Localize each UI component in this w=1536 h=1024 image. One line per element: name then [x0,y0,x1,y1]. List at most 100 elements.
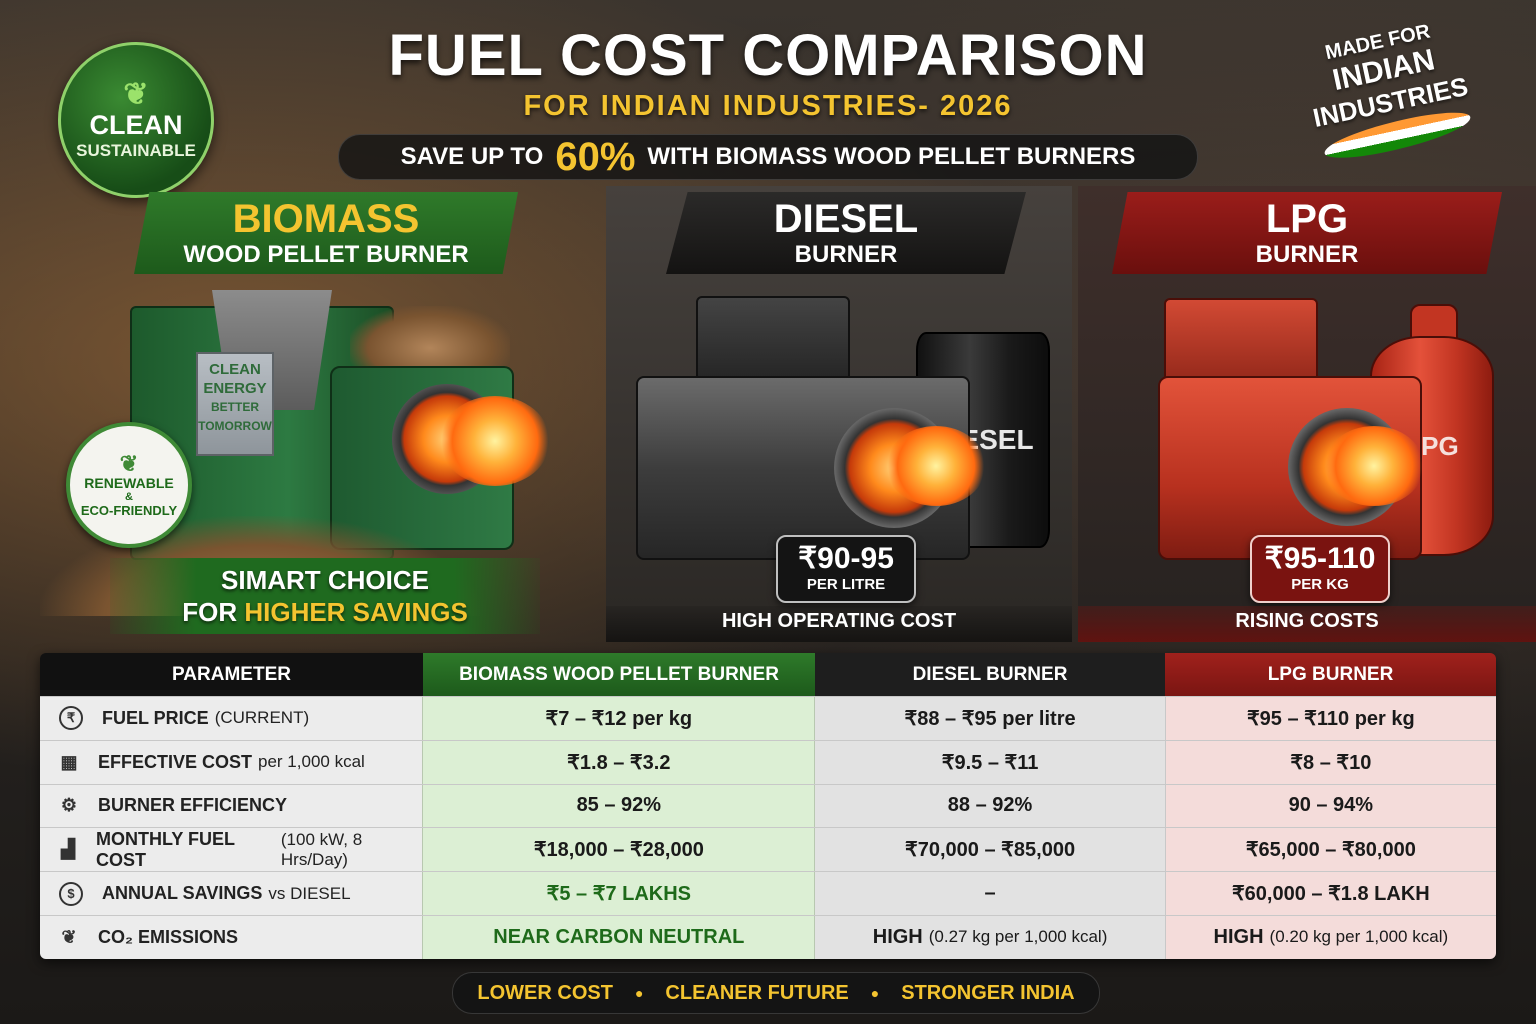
savings-prefix: SAVE UP TO [400,143,544,170]
lpg-footer: RISING COSTS [1078,606,1536,642]
money-bag-icon: $ [59,881,83,906]
param-label: FUEL PRICE [102,707,209,728]
biomass-cell: NEAR CARBON NEUTRAL [422,915,816,959]
page-subtitle: FOR INDIAN INDUSTRIES- 2026 [523,90,1013,122]
param-cell: ₹ FUEL PRICE (CURRENT) [40,697,423,740]
biomass-panel: BIOMASS WOOD PELLET BURNER CLEAN ENERGY … [0,186,600,642]
diesel-co2-note: (0.27 kg per 1,000 kcal) [928,927,1108,947]
bullet-icon: ● [870,985,880,1001]
diesel-ribbon: DIESEL BURNER [666,192,1026,274]
leaf-icon: ❦ [123,77,149,111]
biomass-cell: ₹1.8 – ₹3.2 [422,740,816,784]
page-title: FUEL COST COMPARISON [388,23,1148,88]
lpg-title: LPG [1265,197,1349,241]
diesel-cell: ₹88 – ₹95 per litre [815,697,1166,740]
param-note: (100 kW, 8 Hrs/Day) [280,829,363,869]
plate-line: BETTER [211,400,259,414]
plate-line: CLEAN [209,361,261,378]
param-note: per 1,000 kcal [258,752,365,772]
clean-sustainable-badge: ❦ CLEAN SUSTAINABLE [58,42,214,198]
param-label: BURNER EFFICIENCY [98,795,288,816]
diesel-price-tag: ₹90-95 PER LITRE [776,535,916,603]
header-parameter: PARAMETER [40,653,423,696]
diesel-cell: ₹9.5 – ₹11 [815,740,1166,784]
renew-line3: ECO-FRIENDLY [80,502,178,518]
badge-clean-line2: SUSTAINABLE [76,140,196,160]
lpg-co2-note: (0.20 kg per 1,000 kcal) [1269,927,1449,947]
param-note: vs DIESEL [268,883,351,903]
diesel-cell: – [815,872,1166,915]
lpg-price-tag: ₹95-110 PER KG [1250,535,1390,603]
plate-line: ENERGY [203,380,267,397]
diesel-price-unit: PER LITRE [806,576,886,593]
bullet-icon: ● [634,985,644,1001]
lpg-cell: ₹60,000 – ₹1.8 LAKH [1165,872,1496,915]
diesel-subtitle: BURNER [794,241,898,268]
gear-icon: ⚙ [60,795,78,816]
plate-line: TOMORROW [198,419,272,433]
table-row: ▦ EFFECTIVE COST per 1,000 kcal ₹1.8 – ₹… [40,739,1496,784]
param-label: MONTHLY FUEL COST [96,828,235,870]
biomass-ribbon: BIOMASS WOOD PELLET BURNER [134,192,518,274]
renew-line1: RENEWABLE [84,474,174,491]
biomass-cell: ₹5 – ₹7 LAKHS [422,872,816,915]
lpg-panel: LPG BURNER LPG ₹95-110 PER KG RISING COS… [1078,186,1536,642]
flame-icon [440,396,550,486]
param-label: ANNUAL SAVINGS [102,883,263,904]
param-cell: ⚙ BURNER EFFICIENCY [40,784,423,828]
param-cell: ❦ CO₂ EMISSIONS [40,915,423,959]
table-row: ❦ CO₂ EMISSIONS NEAR CARBON NEUTRAL HIGH… [40,914,1496,959]
savings-suffix: WITH BIOMASS WOOD PELLET BURNERS [647,143,1136,170]
lpg-co2-level: HIGH [1213,925,1264,948]
smart-choice-banner: SIMART CHOICE FOR HIGHER SAVINGS [110,558,540,634]
savings-banner: SAVE UP TO 60% WITH BIOMASS WOOD PELLET … [338,134,1198,180]
param-cell: $ ANNUAL SAVINGS vs DIESEL [40,872,423,915]
table-row: ⚙ BURNER EFFICIENCY 85 – 92% 88 – 92% 90… [40,783,1496,828]
lpg-cell: ₹8 – ₹10 [1165,740,1496,784]
lpg-price: ₹95-110 [1264,542,1376,575]
param-note: (CURRENT) [214,708,310,728]
header-diesel: DIESEL BURNER [815,653,1165,696]
diesel-price: ₹90-95 [798,542,894,575]
param-label: CO₂ EMISSIONS [98,926,239,947]
param-cell: ▟ MONTHLY FUEL COST (100 kW, 8 Hrs/Day) [40,828,423,872]
comparison-table: PARAMETER BIOMASS WOOD PELLET BURNER DIE… [40,653,1496,959]
badge-clean-line1: CLEAN [89,109,183,140]
header-biomass: BIOMASS WOOD PELLET BURNER [423,653,815,696]
diesel-title: DIESEL [773,197,919,241]
flame-icon [886,426,986,506]
diesel-cell: HIGH (0.27 kg per 1,000 kcal) [815,915,1166,959]
renewable-badge: ❦ RENEWABLE & ECO-FRIENDLY [66,422,192,548]
diesel-co2-level: HIGH [872,925,923,948]
diesel-panel: DIESEL BURNER DIESEL ₹90-95 PER LITRE HI… [606,186,1072,642]
table-row: ▟ MONTHLY FUEL COST (100 kW, 8 Hrs/Day) … [40,827,1496,872]
smart-line1: SIMART CHOICE [221,565,429,595]
diesel-cell: 88 – 92% [815,784,1166,828]
smart-line2: FOR HIGHER SAVINGS [110,596,540,628]
biomass-subtitle: WOOD PELLET BURNER [183,241,469,268]
smart-line2-prefix: FOR [182,597,238,627]
lpg-cell: ₹65,000 – ₹80,000 [1165,828,1496,872]
leaf-icon: ❦ [119,450,139,476]
renew-line2: & [125,490,133,503]
diesel-cell: ₹70,000 – ₹85,000 [815,828,1166,872]
lpg-ribbon: LPG BURNER [1112,192,1502,274]
table-row: $ ANNUAL SAVINGS vs DIESEL ₹5 – ₹7 LAKHS… [40,871,1496,915]
header-lpg: LPG BURNER [1165,653,1496,696]
table-header: PARAMETER BIOMASS WOOD PELLET BURNER DIE… [40,653,1496,696]
biomass-title: BIOMASS [232,197,420,241]
calculator-icon: ▦ [60,751,78,772]
rupee-icon: ₹ [59,706,83,731]
flame-icon [1324,426,1424,506]
diesel-footer: HIGH OPERATING COST [606,606,1072,642]
biomass-cell: ₹18,000 – ₹28,000 [422,828,816,872]
tagline-item: LOWER COST [477,981,613,1004]
lpg-subtitle: BURNER [1255,241,1359,268]
param-cell: ▦ EFFECTIVE COST per 1,000 kcal [40,740,423,784]
savings-percent: 60% [555,134,636,179]
tagline-bar: LOWER COST ● CLEANER FUTURE ● STRONGER I… [452,972,1100,1014]
param-label: EFFECTIVE COST [98,751,253,772]
tagline-item: CLEANER FUTURE [665,981,849,1004]
lpg-cell: 90 – 94% [1165,784,1496,828]
lpg-cell: HIGH (0.20 kg per 1,000 kcal) [1165,915,1496,959]
